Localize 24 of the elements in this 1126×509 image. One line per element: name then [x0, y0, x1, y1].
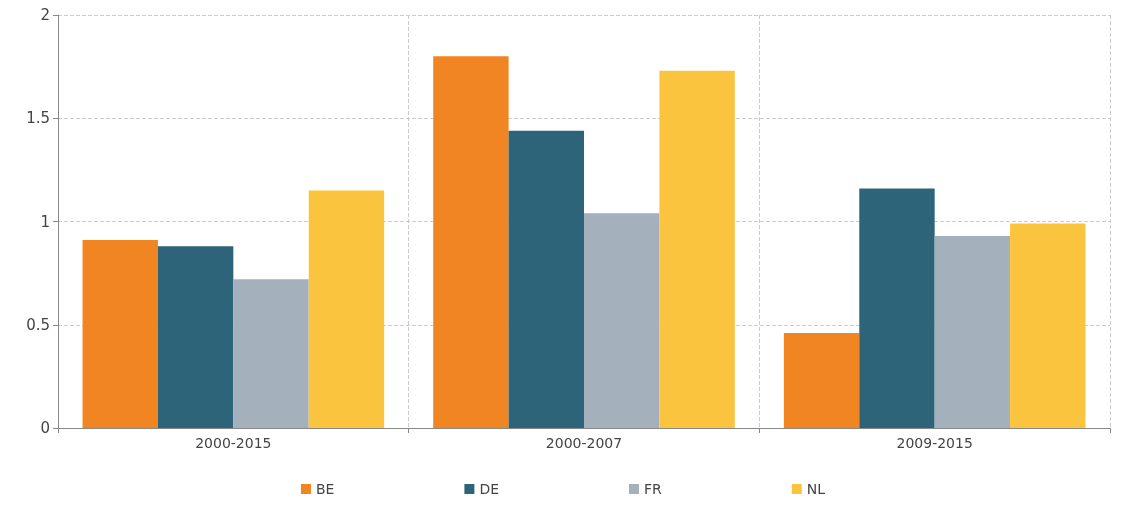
bar: [508, 130, 584, 428]
bar: [82, 240, 158, 428]
bar: [233, 279, 309, 428]
bar: [584, 213, 660, 428]
bar: [433, 56, 509, 428]
y-tick-label: 1: [40, 212, 50, 231]
x-tick-label: 2000-2015: [195, 435, 272, 451]
x-tick-label: 2000-2007: [545, 435, 623, 451]
bar: [783, 333, 860, 428]
bar: [308, 190, 385, 428]
bar: [1010, 223, 1086, 428]
y-tick-label: 0: [40, 419, 50, 437]
bar: [157, 246, 234, 428]
bar: [859, 188, 935, 428]
y-tick-label: 2: [40, 6, 50, 24]
y-tick-label: 1.5: [26, 109, 50, 128]
x-tick-label: 2009-2015: [896, 435, 973, 451]
bar: [934, 235, 1011, 428]
legend-label: DE: [479, 481, 500, 497]
bar: [659, 70, 735, 428]
legend-label: BE: [315, 481, 335, 497]
legend-label: NL: [806, 481, 826, 497]
legend-label: FR: [644, 481, 663, 497]
y-tick-label: 0.5: [26, 315, 50, 334]
